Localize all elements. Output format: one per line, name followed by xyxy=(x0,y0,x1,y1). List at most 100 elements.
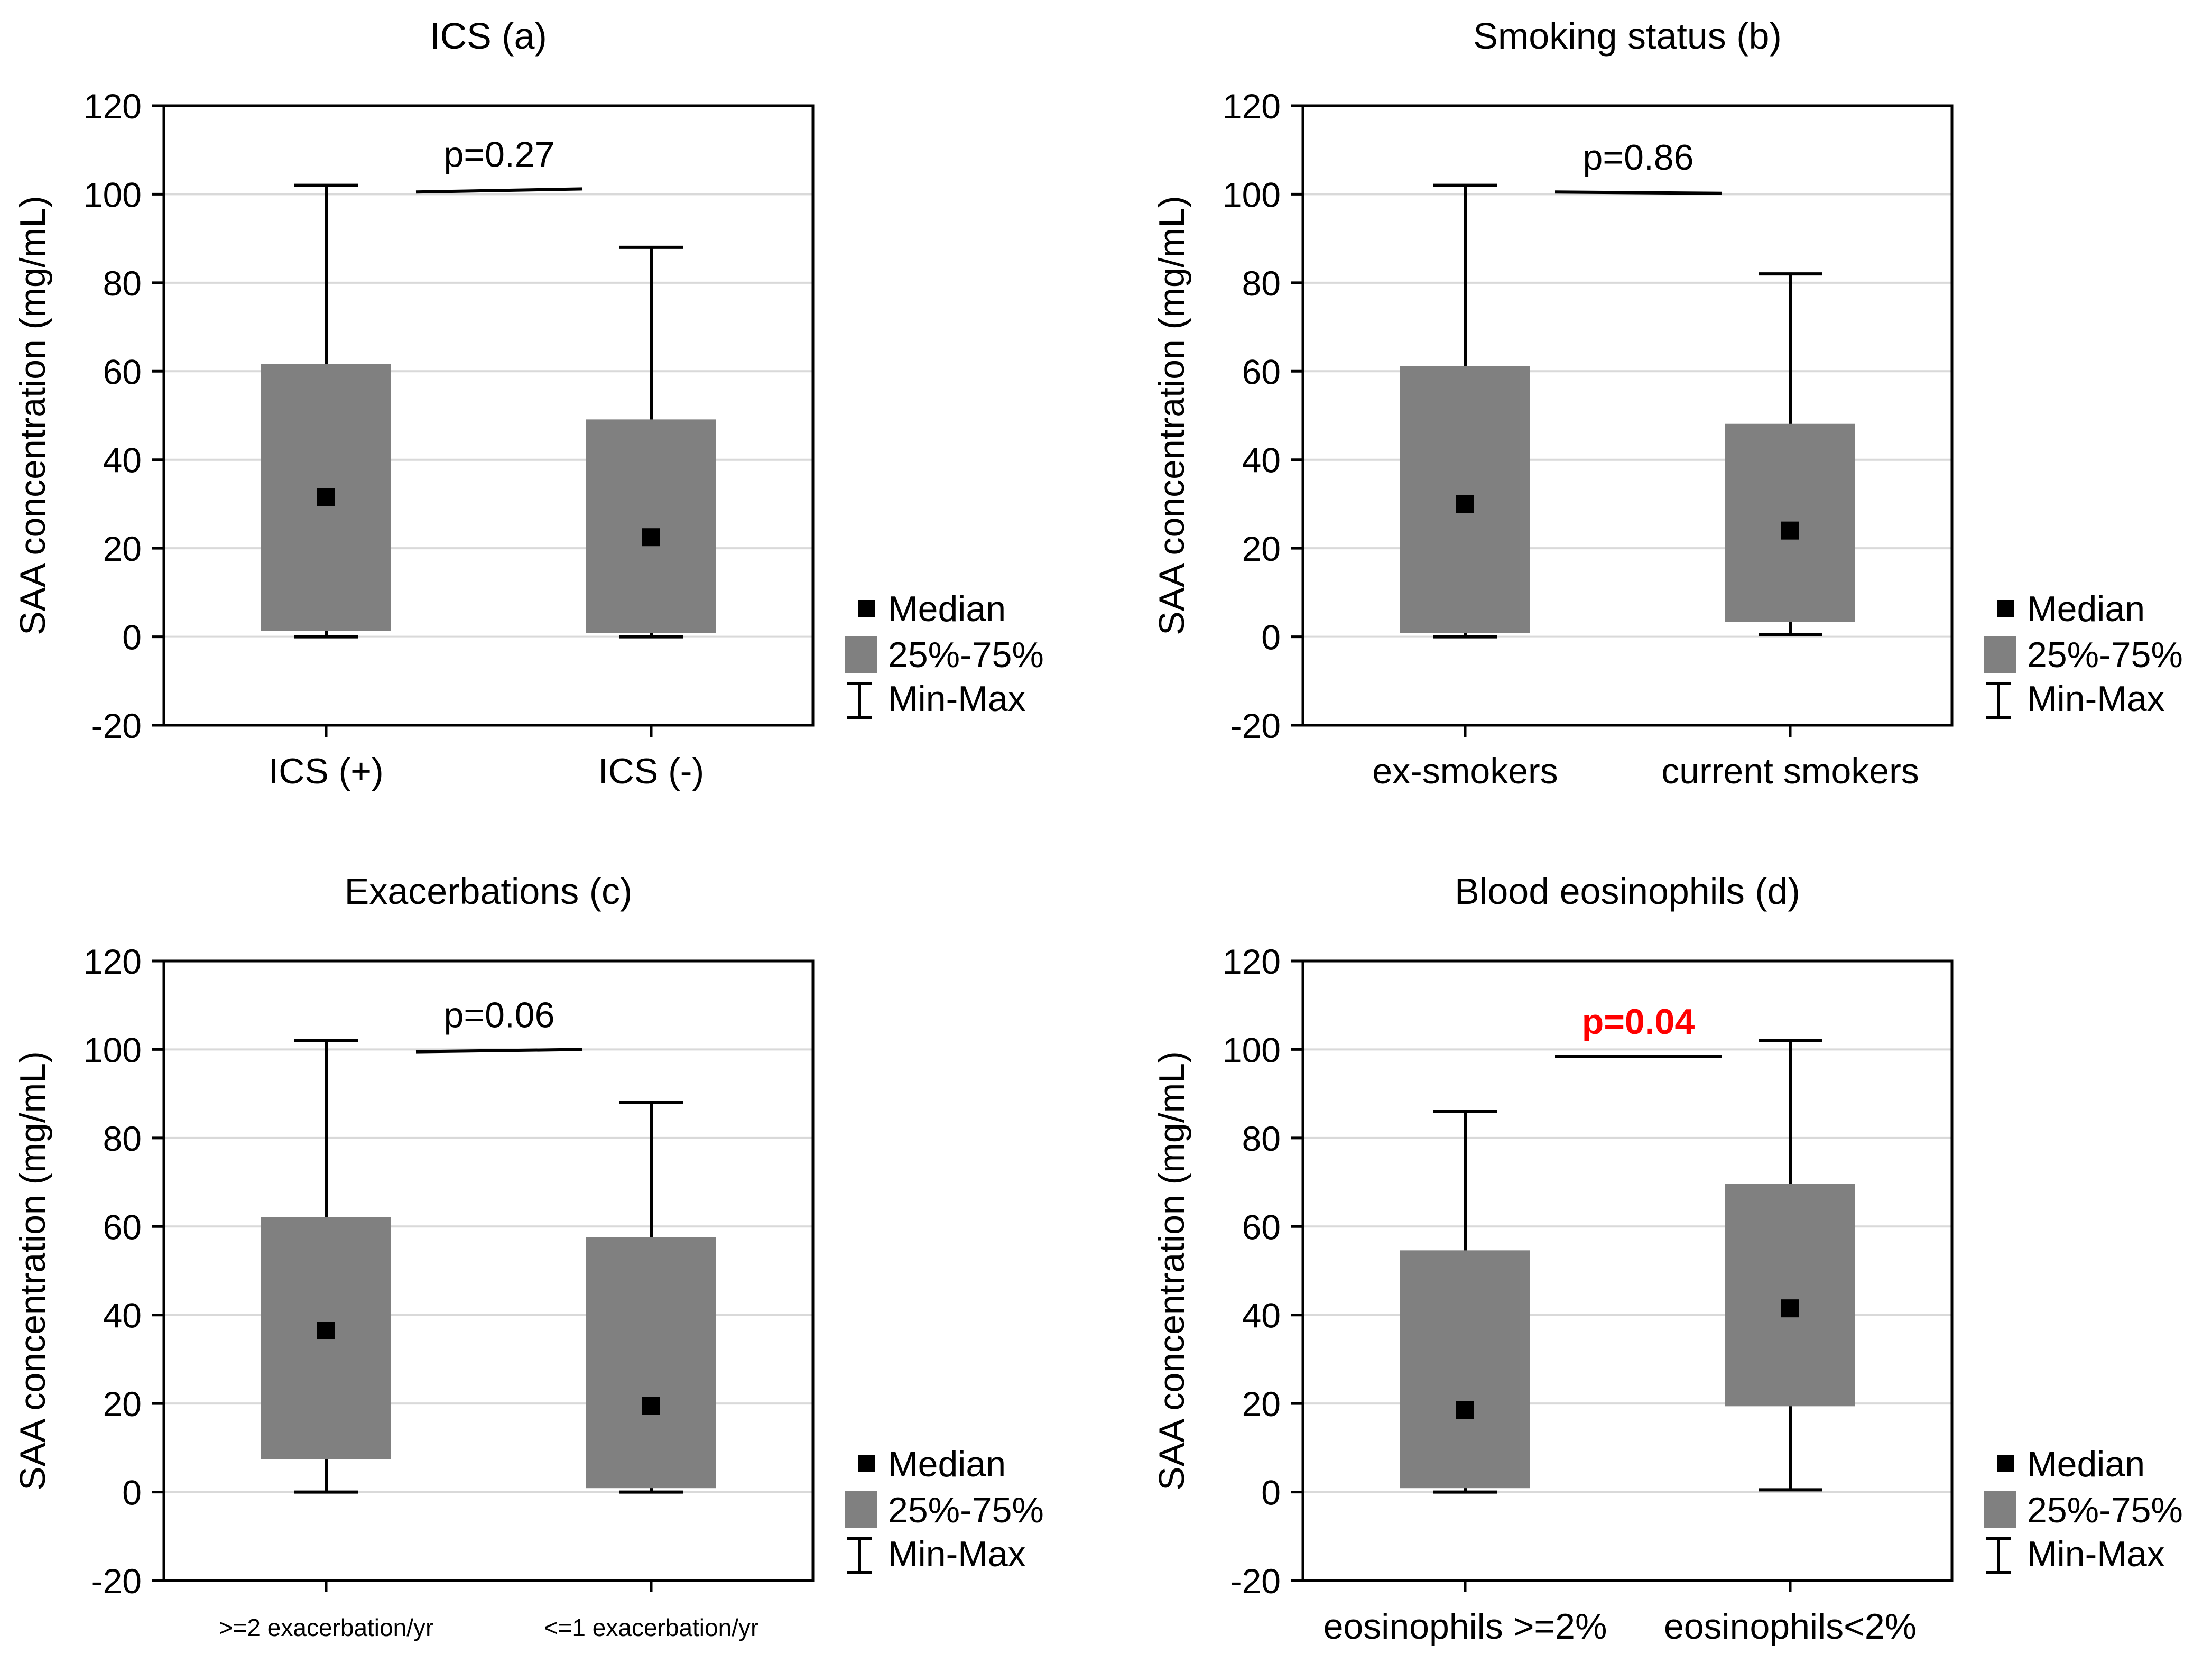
y-tick-label: 100 xyxy=(84,1030,142,1069)
chart-panel-4: -20 0 20 40 60 80 100 120 SAA concentration (mg/… xyxy=(1152,871,2183,1647)
legend: Median 25%-75%Min-Max xyxy=(1984,589,2183,719)
legend-median-swatch xyxy=(858,1455,875,1472)
chart-title: Exacerbations (c) xyxy=(345,871,633,912)
legend-median-label: Median xyxy=(2027,1444,2145,1484)
legend: Median 25%-75%Min-Max xyxy=(845,1444,1044,1574)
y-tick-label: 0 xyxy=(1261,1473,1281,1512)
iqr-box xyxy=(1725,1184,1855,1407)
legend-whisker-label: Min-Max xyxy=(888,679,1026,719)
y-tick-label: 0 xyxy=(122,1473,142,1512)
y-axis-label: SAA concentration (mg/mL) xyxy=(1152,196,1192,635)
plot-frame xyxy=(162,104,815,727)
legend-box-label: 25%-75% xyxy=(2027,1490,2183,1530)
p-value-label: p=0.06 xyxy=(444,995,555,1035)
y-tick-label: 100 xyxy=(1223,1030,1281,1069)
y-axis-label: SAA concentration (mg/mL) xyxy=(13,1051,53,1490)
legend-median-swatch xyxy=(1997,600,2014,617)
legend-box-swatch xyxy=(845,1491,877,1528)
y-axis-label: SAA concentration (mg/mL) xyxy=(13,196,53,635)
chart-title: Blood eosinophils (d) xyxy=(1455,871,1800,912)
plot-frame xyxy=(1301,959,1954,1582)
y-tick-label: 80 xyxy=(1242,264,1281,303)
y-tick-label: 20 xyxy=(103,1384,142,1424)
x-category-label: >=2 exacerbation/yr xyxy=(219,1614,434,1641)
median-marker xyxy=(1456,1401,1474,1419)
iqr-box xyxy=(586,419,716,633)
legend: Median 25%-75%Min-Max xyxy=(1984,1444,2183,1574)
x-category-label: eosinophils >=2% xyxy=(1324,1606,1607,1647)
significance-bracket xyxy=(1554,190,1722,195)
p-value-label: p=0.86 xyxy=(1583,137,1694,178)
legend-box-swatch xyxy=(1984,1491,2016,1528)
y-tick-label: -20 xyxy=(1230,706,1281,745)
p-value-label: p=0.04 xyxy=(1582,1002,1695,1042)
y-tick-label: -20 xyxy=(1230,1561,1281,1601)
y-tick-label: 60 xyxy=(1242,352,1281,391)
legend-whisker-label: Min-Max xyxy=(2027,679,2165,719)
legend-box-label: 25%-75% xyxy=(888,635,1044,675)
median-marker xyxy=(1781,1299,1799,1318)
median-marker xyxy=(317,1322,335,1340)
y-tick-label: 20 xyxy=(1242,1384,1281,1424)
legend-whisker-label: Min-Max xyxy=(2027,1534,2165,1574)
x-category-label: current smokers xyxy=(1661,751,1919,791)
y-tick-label: 20 xyxy=(103,529,142,568)
legend-box-swatch xyxy=(1984,636,2016,673)
median-marker xyxy=(1456,495,1474,513)
legend-whisker-label: Min-Max xyxy=(888,1534,1026,1574)
iqr-box xyxy=(1400,1250,1530,1489)
plot-frame xyxy=(1301,104,1954,727)
legend-median-swatch xyxy=(1997,1455,2014,1472)
median-marker xyxy=(1781,521,1799,540)
y-tick-label: 60 xyxy=(1242,1207,1281,1246)
x-category-label: ex-smokers xyxy=(1372,751,1558,791)
x-category-label: <=1 exacerbation/yr xyxy=(544,1614,759,1641)
y-tick-label: 100 xyxy=(84,175,142,214)
y-tick-label: 60 xyxy=(103,1207,142,1246)
legend: Median 25%-75%Min-Max xyxy=(845,589,1044,719)
legend-median-label: Median xyxy=(888,589,1006,629)
significance-bracket xyxy=(415,187,583,194)
chart-panel-2: -20 0 20 40 60 80 100 120 SAA concentration (mg/… xyxy=(1152,15,2183,791)
y-tick-label: -20 xyxy=(91,706,142,745)
legend-box-swatch xyxy=(845,636,877,673)
y-tick-label: 80 xyxy=(1242,1119,1281,1158)
legend-median-label: Median xyxy=(888,1444,1006,1484)
y-tick-label: 60 xyxy=(103,352,142,391)
y-tick-label: 0 xyxy=(122,618,142,657)
chart-panel-3: -20 0 20 40 60 80 100 120 SAA concentration (mg/… xyxy=(13,871,1044,1641)
y-tick-label: 40 xyxy=(1242,441,1281,480)
y-tick-label: 120 xyxy=(84,87,142,126)
legend-median-label: Median xyxy=(2027,589,2145,629)
legend-box-label: 25%-75% xyxy=(888,1490,1044,1530)
x-category-label: ICS (-) xyxy=(598,751,704,791)
legend-median-swatch xyxy=(858,600,875,617)
y-tick-label: 0 xyxy=(1261,618,1281,657)
y-tick-label: 120 xyxy=(84,942,142,981)
median-marker xyxy=(642,528,660,547)
legend-box-label: 25%-75% xyxy=(2027,635,2183,675)
x-category-label: eosinophils<2% xyxy=(1664,1606,1917,1647)
chart-panel-1: -20 0 20 40 60 80 100 120 SAA concentration (mg/… xyxy=(13,15,1044,791)
p-value-label: p=0.27 xyxy=(444,134,555,174)
y-tick-label: 40 xyxy=(103,441,142,480)
plot-frame xyxy=(162,959,815,1582)
y-tick-label: 120 xyxy=(1223,942,1281,981)
chart-title: ICS (a) xyxy=(430,15,547,57)
y-axis-label: SAA concentration (mg/mL) xyxy=(1152,1051,1192,1490)
y-tick-label: 40 xyxy=(1242,1296,1281,1335)
y-tick-label: 40 xyxy=(103,1296,142,1335)
y-tick-label: 120 xyxy=(1223,87,1281,126)
median-marker xyxy=(317,488,335,506)
y-tick-label: 100 xyxy=(1223,175,1281,214)
y-tick-label: 20 xyxy=(1242,529,1281,568)
y-tick-label: 80 xyxy=(103,264,142,303)
chart-title: Smoking status (b) xyxy=(1473,15,1782,57)
median-marker xyxy=(642,1397,660,1415)
y-tick-label: -20 xyxy=(91,1561,142,1601)
x-category-label: ICS (+) xyxy=(269,751,383,791)
iqr-box xyxy=(586,1237,716,1489)
y-tick-label: 80 xyxy=(103,1119,142,1158)
significance-bracket xyxy=(415,1048,583,1054)
